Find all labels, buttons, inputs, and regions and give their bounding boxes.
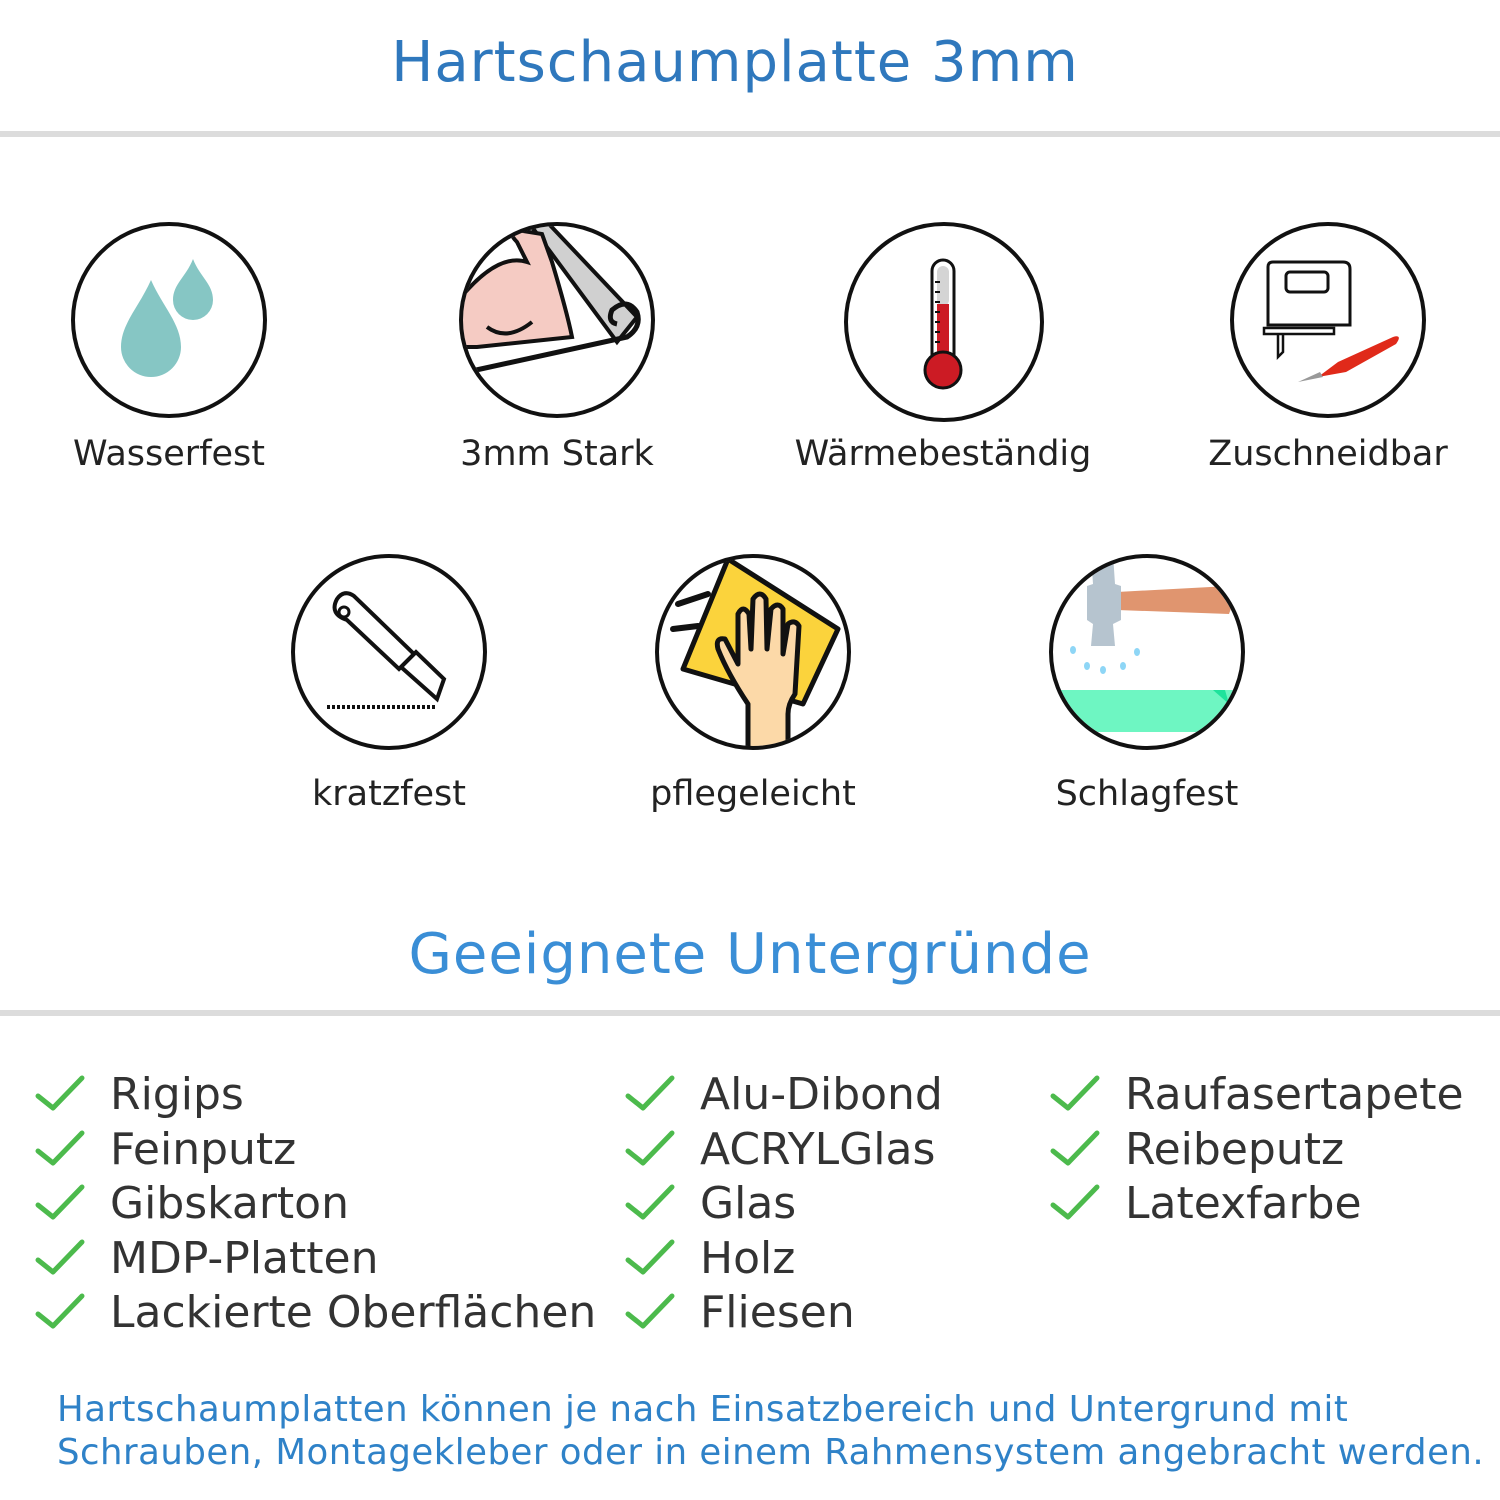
footer-note: Hartschaumplatten können je nach Einsatz… bbox=[57, 1388, 1484, 1474]
check-icon bbox=[35, 1075, 85, 1111]
check-icon bbox=[625, 1293, 675, 1329]
water-drops-icon bbox=[71, 222, 267, 418]
surface-label: Reibeputz bbox=[1125, 1123, 1345, 1175]
surface-label: Lackierte Oberflächen bbox=[110, 1287, 597, 1338]
utility-knife-icon bbox=[291, 554, 487, 750]
feature-impact-resistant: Schlagfest bbox=[997, 554, 1297, 854]
surface-label: Gibskarton bbox=[110, 1178, 349, 1229]
feature-heat-resistant: Wärmebeständig bbox=[793, 222, 1093, 522]
check-icon bbox=[625, 1130, 675, 1165]
check-icon bbox=[625, 1239, 675, 1274]
surface-label: Latexfarbe bbox=[1125, 1178, 1362, 1229]
jigsaw-cutter-icon bbox=[1230, 222, 1426, 418]
surface-label: Glas bbox=[700, 1178, 797, 1229]
surface-label: Holz bbox=[700, 1232, 796, 1284]
check-icon bbox=[1050, 1075, 1100, 1111]
feature-easy-care: pflegeleicht bbox=[603, 554, 903, 854]
footer-line: Schrauben, Montagekleber oder in einem R… bbox=[57, 1432, 1485, 1473]
check-icon bbox=[35, 1184, 85, 1220]
check-icon bbox=[1050, 1130, 1100, 1165]
check-icon bbox=[35, 1293, 85, 1329]
feature-label: Wasserfest bbox=[72, 434, 266, 474]
cleaning-hand-icon bbox=[655, 554, 851, 750]
feature-label: Zuschneidbar bbox=[1208, 434, 1448, 474]
page-title: Hartschaumplatte 3mm bbox=[391, 30, 1079, 95]
surface-label: Alu-Dibond bbox=[700, 1069, 943, 1120]
check-icon bbox=[625, 1184, 675, 1220]
feature-cuttable: Zuschneidbar bbox=[1178, 222, 1478, 522]
feature-waterproof: Wasserfest bbox=[19, 222, 319, 522]
surface-label: Feinputz bbox=[110, 1123, 297, 1175]
divider bbox=[0, 131, 1500, 137]
divider bbox=[0, 1010, 1500, 1016]
feature-label: Schlagfest bbox=[1055, 774, 1239, 814]
feature-label: kratzfest bbox=[311, 774, 466, 814]
check-icon bbox=[35, 1239, 85, 1274]
check-icon bbox=[1050, 1184, 1100, 1220]
feature-label: Wärmebeständig bbox=[794, 434, 1092, 474]
surface-label: Raufasertapete bbox=[1125, 1069, 1464, 1120]
hammer-icon bbox=[1049, 554, 1245, 750]
strong-arm-icon bbox=[459, 222, 655, 418]
surface-label: ACRYLGlas bbox=[700, 1123, 936, 1175]
surface-label: MDP-Platten bbox=[110, 1232, 379, 1284]
feature-scratch-resistant: kratzfest bbox=[239, 554, 539, 854]
check-icon bbox=[35, 1130, 85, 1165]
check-icon bbox=[625, 1075, 675, 1111]
feature-label: 3mm Stark bbox=[460, 434, 654, 474]
section-title: Geeignete Untergründe bbox=[408, 922, 1092, 987]
thermometer-icon bbox=[844, 222, 1044, 422]
feature-3mm-strong: 3mm Stark bbox=[407, 222, 707, 522]
feature-label: pflegeleicht bbox=[650, 774, 856, 814]
footer-line: Hartschaumplatten können je nach Einsatz… bbox=[57, 1389, 1349, 1430]
surface-label: Fliesen bbox=[700, 1287, 855, 1338]
surface-label: Rigips bbox=[110, 1069, 244, 1120]
